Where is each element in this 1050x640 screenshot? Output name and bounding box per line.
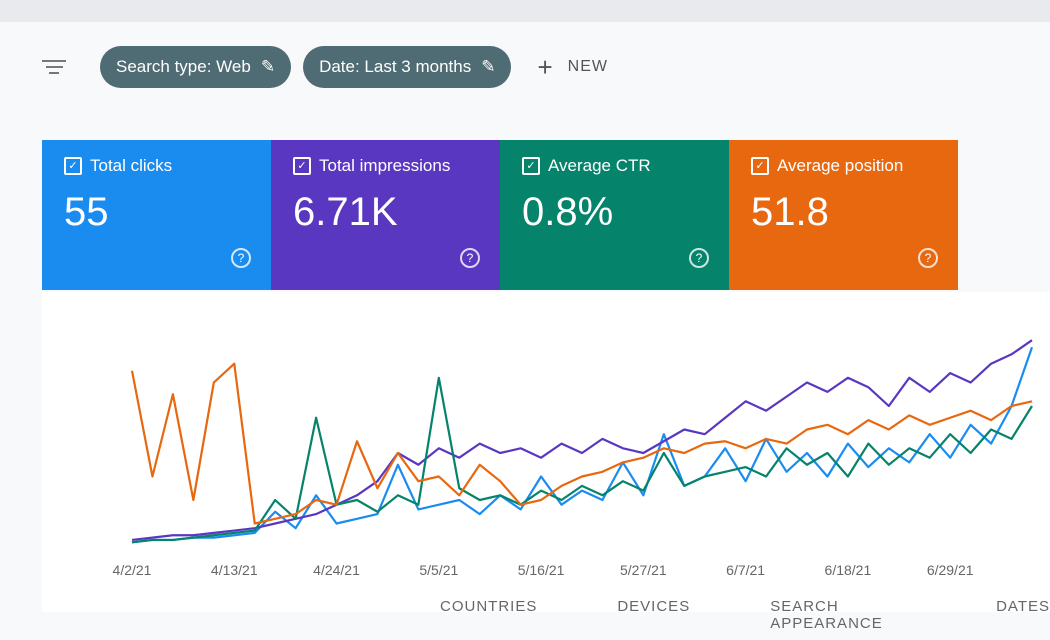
new-label: NEW (567, 58, 608, 75)
checkbox: ✓ (522, 157, 540, 175)
series-line (131, 339, 1033, 542)
metric-cards: ✓ Total clicks 55? ✓ Total impressions 6.71K?… (42, 140, 958, 290)
help-icon: ? (231, 248, 251, 268)
chart-background (42, 292, 1050, 612)
series-line (131, 376, 1033, 544)
help-icon: ? (918, 248, 938, 268)
x-tick-label: 6/29/21 (927, 562, 974, 578)
x-tick-label: 6/18/21 (825, 562, 872, 578)
x-tick-label: 5/27/21 (620, 562, 667, 578)
card-label: Average position (777, 156, 904, 175)
checkbox: ✓ (293, 157, 311, 175)
chip-label: Search type: Web (116, 57, 251, 76)
filter-icon[interactable] (40, 60, 68, 74)
x-tick-label: 6/7/21 (726, 562, 765, 578)
x-tick-label: 5/5/21 (419, 562, 458, 578)
tab[interactable]: COUNTRIES (440, 598, 538, 615)
new-button[interactable]: + NEW (537, 52, 608, 83)
chart: 4/2/21 4/13/21 4/24/21 5/5/21 5/16/21 5/27/21… (42, 292, 1050, 612)
edit-icon: ✎ (260, 57, 276, 76)
card-value: 0.8% (522, 190, 614, 234)
checkbox: ✓ (64, 157, 82, 175)
x-tick-label: 5/16/21 (518, 562, 565, 578)
x-tick-label: 4/13/21 (211, 562, 258, 578)
top-bar (0, 0, 1050, 22)
filter-chip[interactable]: Date: Last 3 months ✎ (303, 46, 512, 88)
x-tick-label: 4/2/21 (113, 562, 152, 578)
card-value: 6.71K (293, 190, 398, 234)
plus-icon: + (537, 51, 554, 82)
metric-card[interactable]: ✓ Average position 51.8? (729, 140, 958, 290)
card-label: Total impressions (319, 156, 451, 175)
card-header: ✓ Total clicks (64, 156, 249, 176)
tabs: COUNTRIES DEVICES SEARCH APPEARANCE DATES (440, 598, 1050, 632)
metric-card[interactable]: ✓ Total clicks 55? (42, 140, 271, 290)
card-label: Average CTR (548, 156, 651, 175)
card-header: ✓ Average CTR (522, 156, 707, 176)
tab[interactable]: DEVICES (617, 598, 691, 615)
metric-card[interactable]: ✓ Average CTR 0.8%? (500, 140, 729, 290)
card-value: 55 (64, 190, 109, 234)
edit-icon: ✎ (481, 57, 496, 76)
metric-card[interactable]: ✓ Total impressions 6.71K? (271, 140, 500, 290)
checkbox: ✓ (751, 157, 769, 175)
x-tick-label: 4/24/21 (313, 562, 360, 578)
card-header: ✓ Total impressions (293, 156, 478, 176)
help-icon: ? (689, 248, 709, 268)
toolbar: Search type: Web ✎ Date: Last 3 months ✎ +… (40, 46, 608, 88)
tab[interactable]: DATES (996, 598, 1050, 615)
chip-label: Date: Last 3 months (319, 57, 472, 76)
filter-chip[interactable]: Search type: Web ✎ (100, 46, 292, 88)
card-value: 51.8 (751, 190, 829, 234)
card-label: Total clicks (90, 156, 173, 175)
help-icon: ? (460, 248, 480, 268)
series-line (130, 362, 1033, 525)
card-header: ✓ Average position (751, 156, 936, 176)
tab[interactable]: SEARCH APPEARANCE (770, 598, 883, 632)
